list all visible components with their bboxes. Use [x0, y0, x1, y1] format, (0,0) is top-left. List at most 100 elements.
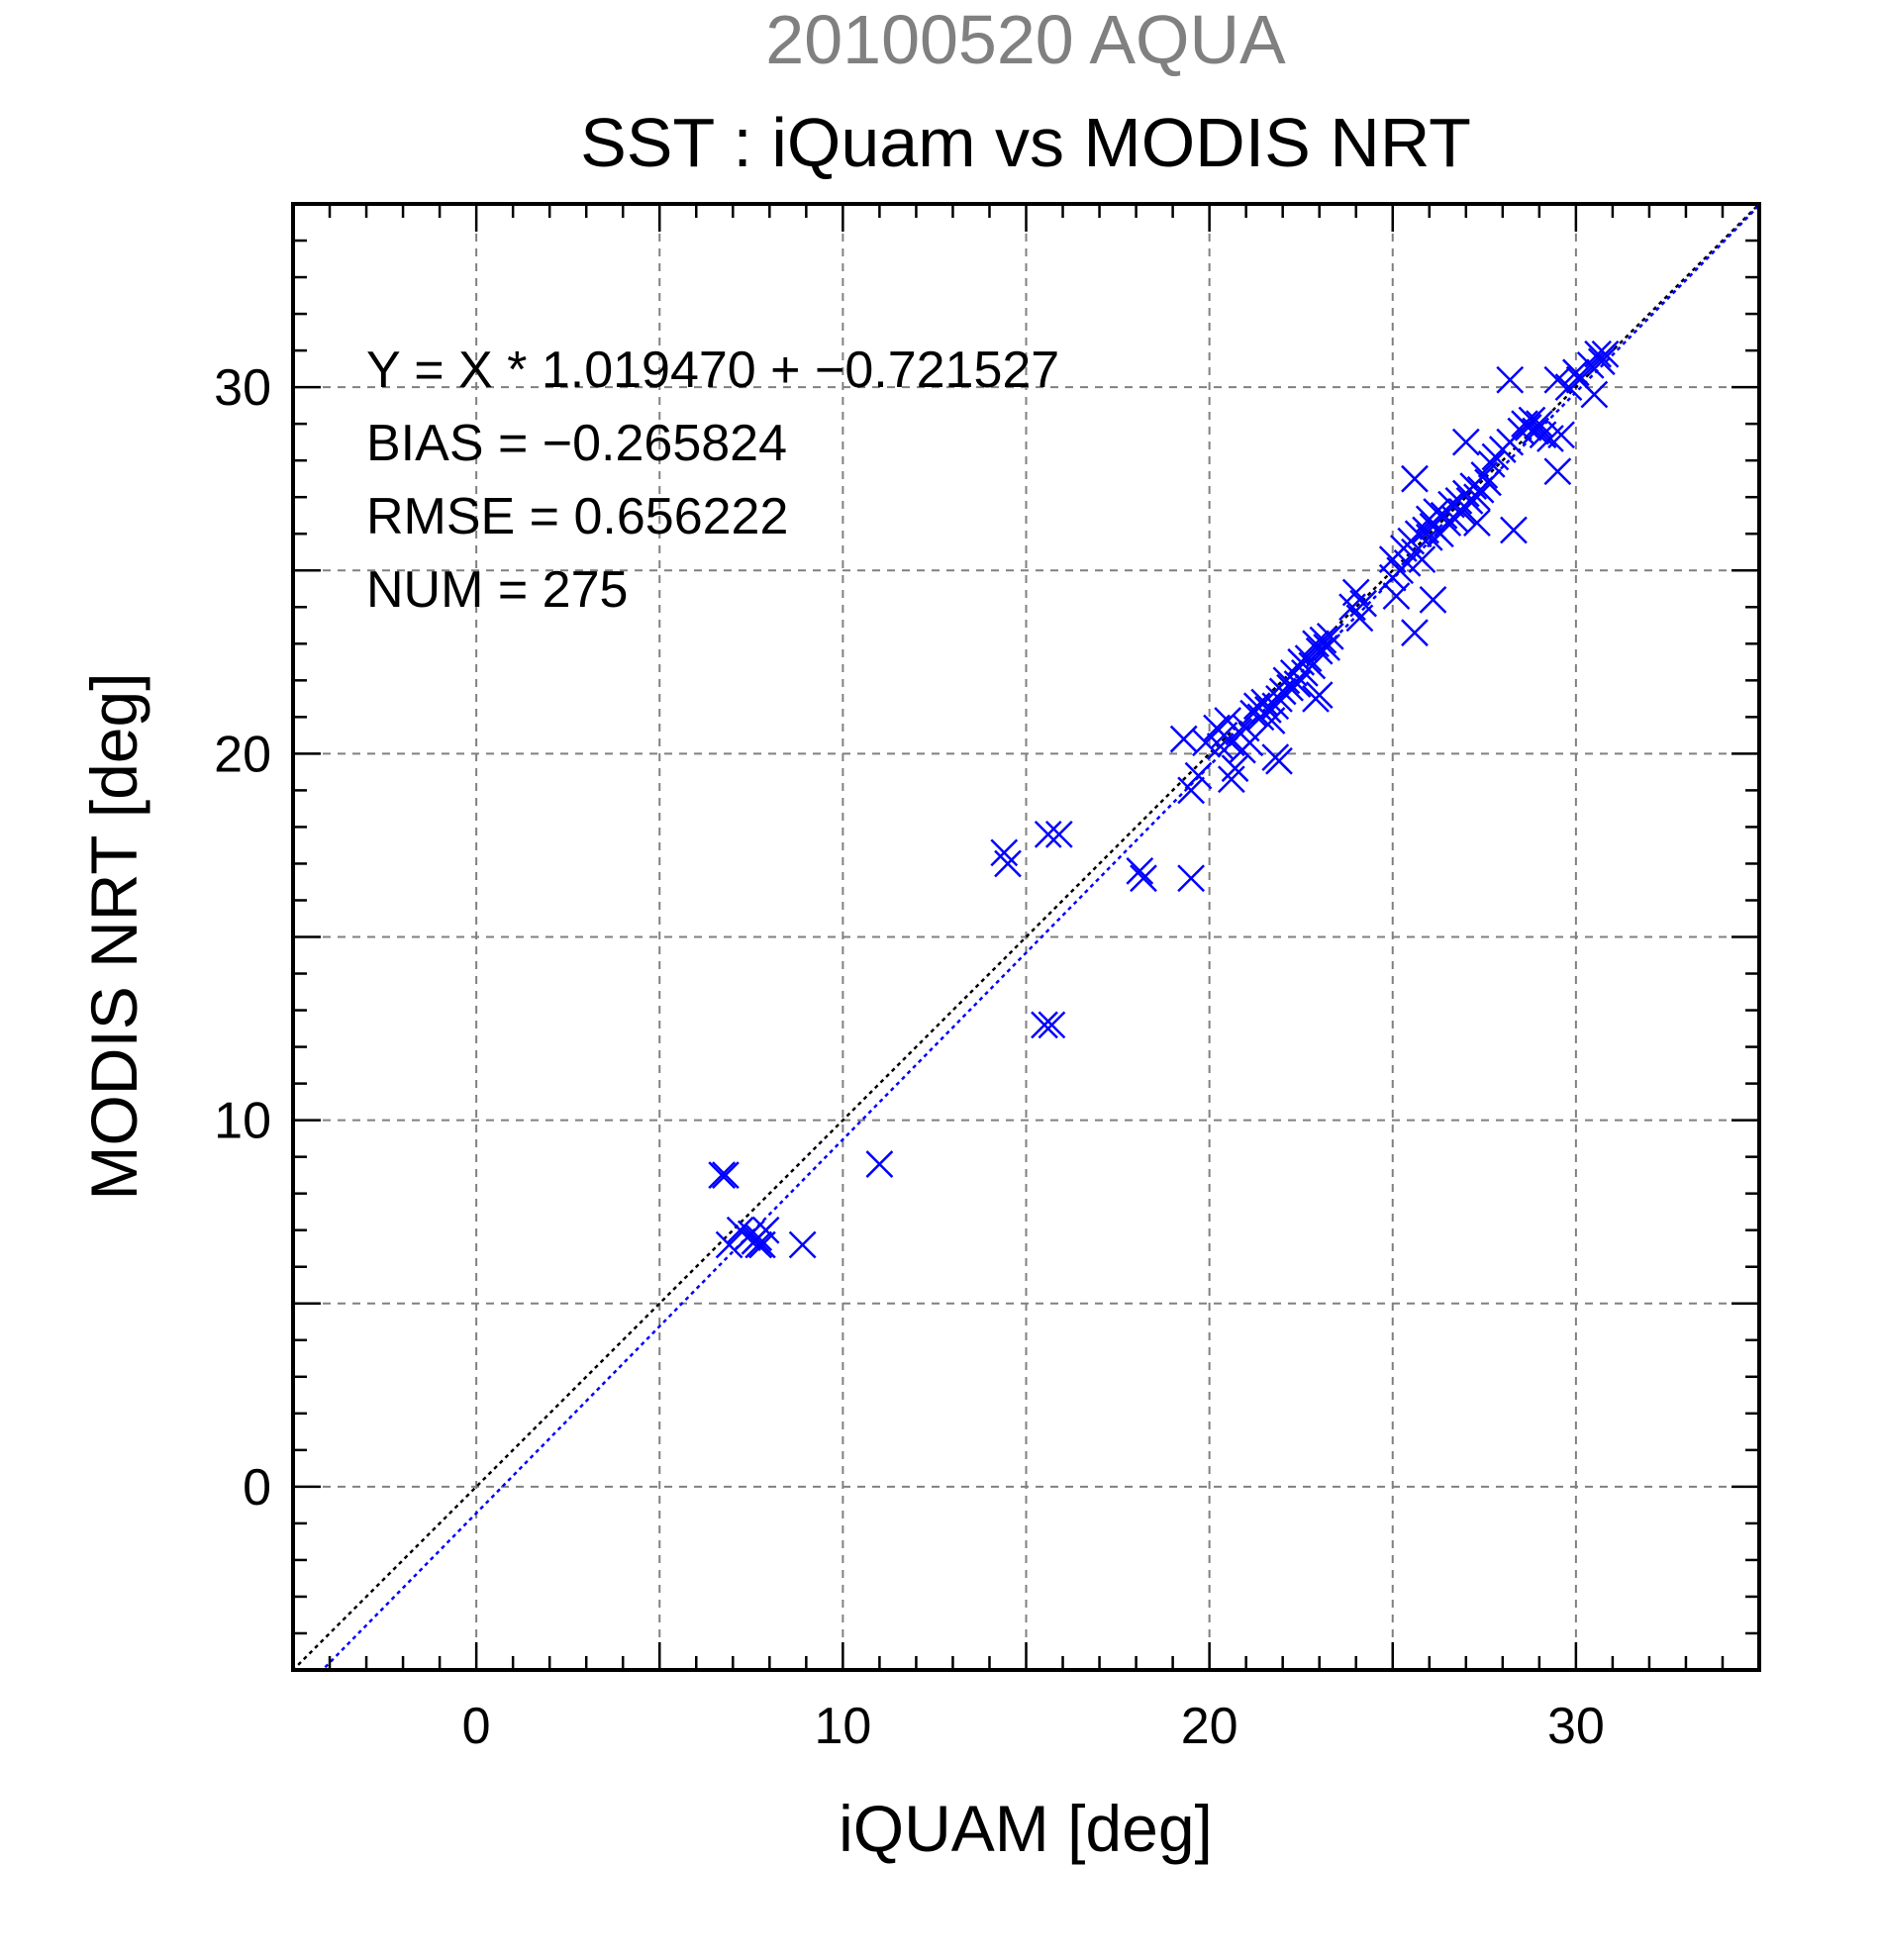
data-point-stroke — [1463, 509, 1491, 538]
data-point-stroke — [1401, 619, 1429, 647]
stats-rmse: RMSE = 0.656222 — [366, 488, 788, 545]
data-point — [1177, 864, 1205, 893]
data-point-stroke — [1561, 358, 1590, 387]
data-point — [1477, 449, 1506, 478]
data-point-stroke — [1313, 634, 1340, 661]
data-point — [1561, 358, 1590, 387]
data-point-stroke — [1437, 490, 1465, 519]
data-point-stroke — [1536, 425, 1564, 452]
data-points — [708, 340, 1620, 1259]
data-point-stroke — [1382, 582, 1411, 611]
data-point-stroke — [1341, 578, 1370, 607]
data-point-stroke — [1177, 864, 1205, 893]
data-point — [1408, 545, 1436, 574]
data-point-stroke — [1525, 410, 1553, 439]
data-point — [994, 849, 1022, 878]
reference-lines — [293, 204, 1759, 1670]
data-point-stroke — [1287, 647, 1316, 676]
data-point-stroke — [1261, 692, 1290, 721]
stats-fit-equation: Y = X * 1.019470 + −0.721527 — [366, 342, 1059, 399]
data-point-stroke — [1419, 585, 1447, 614]
data-point-stroke — [1316, 623, 1344, 650]
data-point — [1401, 464, 1429, 493]
data-point-stroke — [1305, 637, 1334, 665]
data-point — [1404, 520, 1433, 548]
data-point-stroke — [1451, 428, 1480, 456]
data-point-stroke — [1031, 1011, 1058, 1039]
data-point — [1349, 589, 1378, 618]
data-point-stroke — [1236, 729, 1264, 757]
data-point-stroke — [1401, 464, 1429, 493]
data-point — [1038, 1011, 1066, 1039]
data-point-stroke — [1543, 365, 1572, 394]
x-tick-label: 20 — [1181, 1698, 1238, 1755]
data-point — [1261, 743, 1290, 771]
data-point-stroke — [1514, 413, 1542, 441]
data-point — [1302, 630, 1330, 658]
data-point-stroke — [1034, 820, 1062, 848]
y-tick-label: 30 — [214, 359, 271, 417]
data-point — [1474, 468, 1502, 497]
data-point — [1184, 761, 1213, 790]
regression-line — [320, 204, 1759, 1670]
data-point-stroke — [1474, 468, 1502, 497]
y-tick-label: 20 — [214, 726, 271, 783]
data-point-stroke — [1184, 761, 1213, 790]
data-point — [1316, 623, 1344, 650]
plot-frame — [291, 202, 1761, 1672]
data-point-stroke — [1177, 776, 1205, 805]
data-point-stroke — [1309, 626, 1337, 654]
data-point — [708, 1161, 737, 1190]
data-point-stroke — [1477, 449, 1506, 478]
data-point — [1500, 516, 1528, 544]
data-point-stroke — [1130, 864, 1157, 893]
data-point — [1547, 421, 1575, 449]
data-point-stroke — [1522, 417, 1550, 445]
data-point — [1313, 634, 1340, 661]
data-point-stroke — [994, 849, 1022, 878]
data-point-stroke — [1302, 630, 1330, 658]
data-point-stroke — [1298, 651, 1327, 680]
data-point — [1130, 864, 1157, 893]
y-axis-label: MODIS NRT [deg] — [77, 672, 150, 1200]
data-point — [712, 1161, 740, 1190]
data-point-stroke — [1261, 743, 1290, 771]
x-tick-label: 10 — [814, 1698, 871, 1755]
data-point — [1261, 692, 1290, 721]
y-tick-label: 10 — [214, 1093, 271, 1150]
data-point — [865, 1150, 894, 1178]
tick-labels: 0 10 20 30 0 10 20 30 — [214, 359, 1605, 1755]
stats-num: NUM = 275 — [366, 561, 628, 619]
data-point — [1217, 765, 1245, 794]
data-point — [1419, 585, 1447, 614]
y-tick-label: 0 — [243, 1459, 271, 1517]
data-point-stroke — [1580, 380, 1609, 409]
data-point — [1463, 509, 1491, 538]
data-point — [1309, 626, 1337, 654]
data-point-stroke — [1587, 347, 1616, 376]
data-point-stroke — [1547, 421, 1575, 449]
data-point — [1034, 820, 1062, 848]
data-point-stroke — [990, 838, 1019, 867]
data-point-stroke — [1404, 520, 1433, 548]
data-point-stroke — [1268, 677, 1297, 706]
data-point-stroke — [1591, 340, 1620, 368]
data-point-stroke — [1192, 729, 1220, 757]
data-point — [1401, 619, 1429, 647]
data-point-stroke — [1217, 765, 1245, 794]
data-point-stroke — [1496, 365, 1525, 394]
data-point — [1514, 413, 1542, 441]
x-tick-label: 0 — [462, 1698, 491, 1755]
data-point — [1496, 365, 1525, 394]
data-point — [1536, 425, 1564, 452]
data-point — [1434, 509, 1462, 538]
data-point-stroke — [788, 1230, 817, 1259]
data-point-stroke — [744, 1230, 773, 1259]
data-point — [990, 838, 1019, 867]
data-point-stroke — [1412, 516, 1439, 544]
data-point-stroke — [1305, 681, 1334, 710]
data-point — [1451, 428, 1480, 456]
chart-suptitle: 20100520 AQUA — [765, 1, 1286, 78]
data-point-stroke — [1044, 820, 1073, 848]
